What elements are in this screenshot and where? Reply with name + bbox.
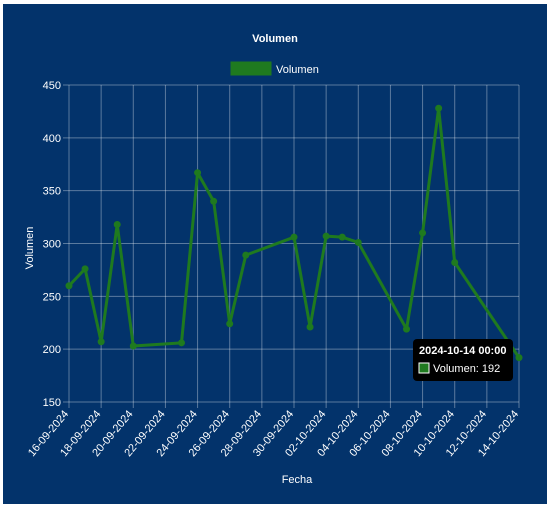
data-point[interactable]: [338, 233, 346, 241]
data-point[interactable]: [515, 354, 523, 362]
chart-panel: Volumen Volumen 150 200 250 300 350 400 450 16…: [3, 4, 547, 504]
y-tick-label: 450: [43, 80, 61, 92]
tooltip: 2024-10-14 00:00 Volumen: 192: [413, 339, 513, 381]
y-axis-ticks: 150 200 250 300 350 400 450: [43, 80, 61, 409]
data-point[interactable]: [65, 282, 73, 290]
data-point[interactable]: [435, 104, 443, 112]
data-point[interactable]: [178, 339, 185, 347]
data-point[interactable]: [113, 220, 121, 228]
chart-title: Volumen: [252, 33, 298, 45]
data-point[interactable]: [419, 229, 427, 237]
data-point[interactable]: [354, 238, 362, 246]
data-point[interactable]: [451, 259, 459, 267]
legend[interactable]: Volumen: [230, 61, 319, 76]
series-volumen: [65, 104, 523, 362]
tooltip-title: 2024-10-14 00:00: [419, 345, 506, 357]
tooltip-background: [413, 339, 513, 381]
data-point[interactable]: [129, 342, 137, 350]
data-point[interactable]: [306, 323, 314, 331]
data-point[interactable]: [226, 320, 234, 328]
legend-swatch: [230, 61, 272, 76]
y-axis-label: Volumen: [24, 227, 36, 270]
data-point[interactable]: [210, 197, 218, 205]
y-tick-label: 150: [43, 397, 61, 409]
tooltip-swatch: [418, 362, 430, 374]
data-point[interactable]: [322, 232, 330, 240]
data-point[interactable]: [290, 233, 298, 241]
data-point[interactable]: [194, 169, 202, 177]
data-point[interactable]: [242, 251, 250, 259]
data-point[interactable]: [97, 338, 105, 346]
data-point[interactable]: [403, 325, 410, 333]
y-tick-label: 300: [43, 239, 61, 251]
y-tick-label: 400: [43, 133, 61, 145]
data-point[interactable]: [81, 265, 89, 273]
legend-label: Volumen: [276, 64, 319, 76]
y-tick-label: 250: [43, 291, 61, 303]
volume-line-chart: Volumen Volumen 150 200 250 300 350 400 450 16…: [24, 33, 523, 486]
series-line: [67, 106, 521, 359]
x-axis-ticks: 16-09-202418-09-202420-09-202422-09-2024…: [26, 408, 521, 459]
y-tick-label: 350: [43, 186, 61, 198]
tooltip-label: Volumen: 192: [433, 363, 500, 375]
y-tick-label: 200: [43, 344, 61, 356]
x-axis-label: Fecha: [282, 474, 313, 486]
